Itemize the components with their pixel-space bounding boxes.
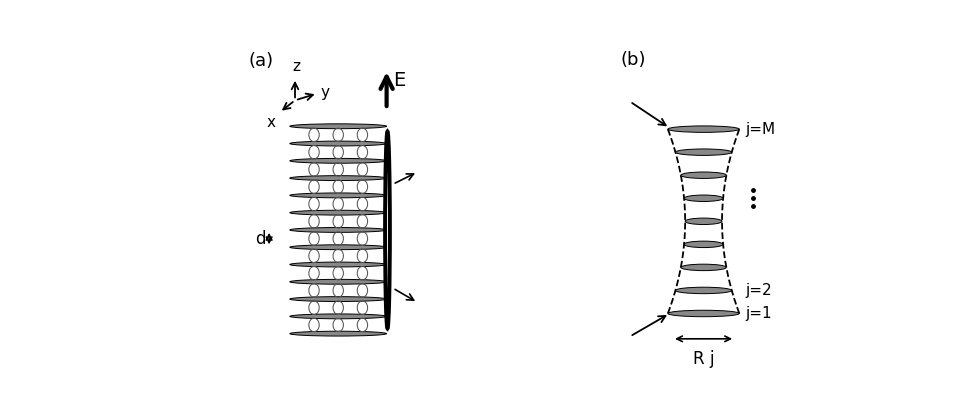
Ellipse shape <box>676 287 732 294</box>
Text: y: y <box>321 85 330 100</box>
Ellipse shape <box>290 141 387 146</box>
Ellipse shape <box>290 193 387 198</box>
Text: j=M: j=M <box>745 122 775 137</box>
Ellipse shape <box>290 331 387 336</box>
Ellipse shape <box>290 210 387 215</box>
Text: (b): (b) <box>621 50 646 69</box>
Ellipse shape <box>684 241 723 248</box>
Ellipse shape <box>290 297 387 301</box>
Text: z: z <box>293 59 300 74</box>
Text: R j: R j <box>693 350 714 368</box>
Ellipse shape <box>290 124 387 128</box>
Ellipse shape <box>290 176 387 181</box>
Text: x: x <box>267 115 276 130</box>
Ellipse shape <box>681 264 727 271</box>
Ellipse shape <box>290 227 387 232</box>
Ellipse shape <box>668 126 739 133</box>
Text: j=1: j=1 <box>745 306 772 321</box>
Ellipse shape <box>290 280 387 284</box>
Ellipse shape <box>684 195 723 202</box>
Ellipse shape <box>290 158 387 163</box>
Ellipse shape <box>290 245 387 250</box>
Text: E: E <box>393 71 405 90</box>
Ellipse shape <box>668 310 739 317</box>
Ellipse shape <box>290 314 387 319</box>
Ellipse shape <box>681 172 727 179</box>
Ellipse shape <box>676 149 732 156</box>
Ellipse shape <box>290 262 387 267</box>
Ellipse shape <box>685 218 722 225</box>
Text: d: d <box>255 229 266 248</box>
Text: j=2: j=2 <box>745 283 772 298</box>
Text: (a): (a) <box>249 52 274 70</box>
